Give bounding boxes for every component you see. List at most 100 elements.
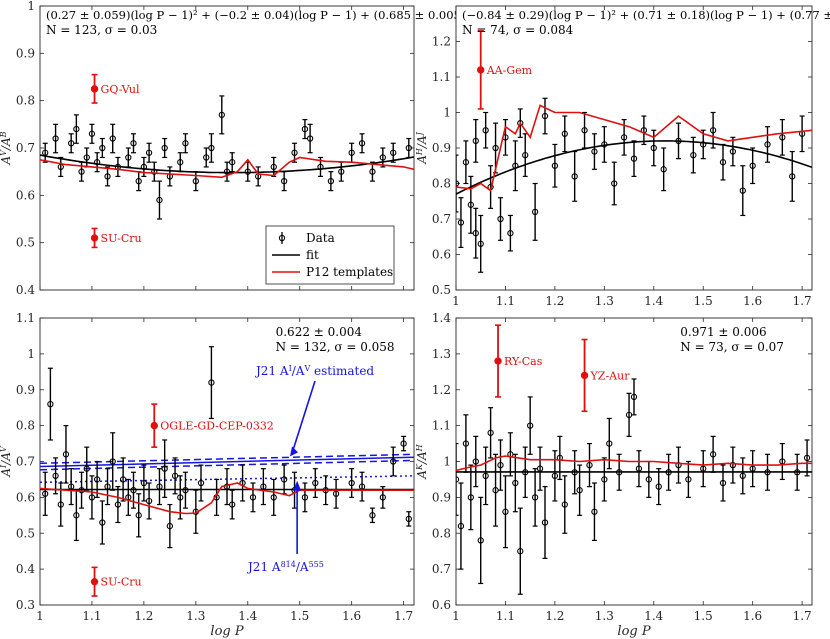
data-point	[208, 379, 215, 386]
data-point	[145, 497, 153, 505]
data-point	[690, 151, 697, 159]
x-tick-label: 1.7	[394, 609, 413, 623]
y-tick-label: 1	[27, 0, 35, 13]
fit-formula: (0.27 ± 0.059)(log P − 1)² + (−0.2 ± 0.0…	[46, 8, 465, 22]
legend-entry: P12 templates	[306, 265, 393, 279]
data-point	[467, 494, 474, 501]
p12-template-curve	[40, 156, 414, 179]
y-tick-label: 1.1	[432, 70, 451, 84]
y-tick-label: 0.9	[16, 46, 35, 60]
y-tick-label: 0.6	[432, 248, 451, 262]
fit-stats: N = 123, σ = 0.03	[46, 23, 157, 37]
fit-stats: N = 74, σ = 0.084	[462, 23, 574, 37]
data-point	[709, 127, 717, 134]
outlier-label: SU-Cru	[101, 232, 142, 245]
data-point	[42, 490, 49, 497]
data-point	[591, 508, 598, 515]
data-point	[68, 140, 75, 147]
data-point	[719, 159, 727, 166]
data-point	[369, 512, 376, 519]
data-point	[405, 144, 412, 152]
data-point	[249, 494, 257, 501]
x-tick-label: 1.1	[496, 609, 515, 623]
fit-line	[40, 154, 414, 174]
outlier-label: RY-Cas	[504, 355, 543, 368]
x-axis-label: log P	[617, 624, 650, 639]
data-point	[223, 168, 231, 175]
data-point	[229, 159, 236, 166]
plot-area	[456, 324, 812, 595]
data-point	[739, 472, 746, 479]
y-tick-label: 0.4	[16, 562, 35, 576]
y-tick-label: 1	[443, 106, 451, 120]
data-point	[551, 472, 559, 479]
data-point	[270, 163, 277, 171]
data-point	[719, 479, 727, 487]
data-point	[83, 465, 90, 472]
panel-p3: 1 1.1 1.2 1.3 1.4 1.5 1.6 1.7 log P 0.3 0.4 0.5 0.6 0…	[0, 311, 415, 639]
y-tick-label: 0.9	[432, 490, 451, 504]
data-point	[135, 512, 142, 519]
y-tick-label: 0.6	[16, 490, 35, 504]
y-tick-label: 1.2	[432, 35, 451, 49]
data-point	[88, 130, 96, 137]
outlier-point	[90, 85, 99, 93]
data-point	[312, 479, 319, 487]
data-point	[99, 519, 106, 526]
annotation-arrowhead	[290, 446, 298, 457]
data-point	[472, 458, 479, 465]
x-tick-label: 1.6	[743, 294, 762, 308]
data-point	[531, 494, 539, 501]
data-point	[114, 501, 122, 508]
data-point	[280, 177, 288, 185]
fit-stats: N = 73, σ = 0.07	[680, 340, 784, 354]
y-axis-label: AV/AB	[0, 131, 13, 165]
j21-line-dashed	[40, 459, 414, 471]
p12-template-curve	[40, 482, 414, 515]
y-tick-label: 0.7	[16, 455, 35, 469]
x-tick-label: 1.5	[290, 609, 309, 623]
annotation-arrow	[291, 380, 316, 454]
data-point	[109, 458, 116, 465]
data-point	[591, 148, 598, 155]
data-point	[492, 144, 499, 152]
y-axis-label: AI/AV	[0, 445, 13, 478]
y-tick-label: 1.3	[432, 347, 451, 361]
data-point	[93, 159, 101, 166]
y-tick-label: 0.5	[16, 236, 35, 250]
x-tick-label: 1.3	[186, 609, 205, 623]
data-point	[517, 548, 524, 555]
data-point	[73, 125, 80, 133]
y-tick-label: 0.9	[432, 141, 451, 155]
data-point	[301, 494, 309, 501]
y-tick-label: 1.1	[16, 311, 35, 325]
y-tick-label: 0.8	[432, 177, 451, 191]
data-point	[270, 494, 277, 501]
x-axis-label: log P	[210, 624, 243, 639]
data-point	[601, 476, 608, 483]
data-point	[400, 440, 407, 447]
plot-area	[40, 73, 414, 249]
data-point	[332, 490, 340, 497]
data-point	[348, 479, 355, 487]
data-point	[729, 461, 737, 469]
data-point	[78, 168, 85, 175]
data-point	[119, 476, 127, 483]
plot-area	[40, 346, 414, 597]
y-axis-label: AK/AH	[415, 443, 430, 479]
data-point	[52, 472, 59, 479]
data-point	[358, 140, 366, 147]
data-point	[73, 512, 80, 519]
legend-box	[265, 225, 395, 285]
data-point	[125, 154, 132, 161]
data-point	[606, 440, 613, 447]
data-point	[561, 130, 568, 137]
data-point	[551, 162, 559, 169]
data-point	[456, 180, 460, 187]
x-tick-label: 1.5	[694, 294, 713, 308]
panel-p2: 1 1.1 1.2 1.3 1.4 1.5 1.6 1.7 0.5 0.6 0.7 0.8 0.9 1 1.…	[415, 5, 830, 308]
annotation-j21-814: J21 A814/A555	[246, 560, 324, 575]
outlier-label: GQ-Vul	[101, 83, 140, 96]
y-tick-label: 0.9	[16, 383, 35, 397]
data-point	[177, 494, 184, 501]
